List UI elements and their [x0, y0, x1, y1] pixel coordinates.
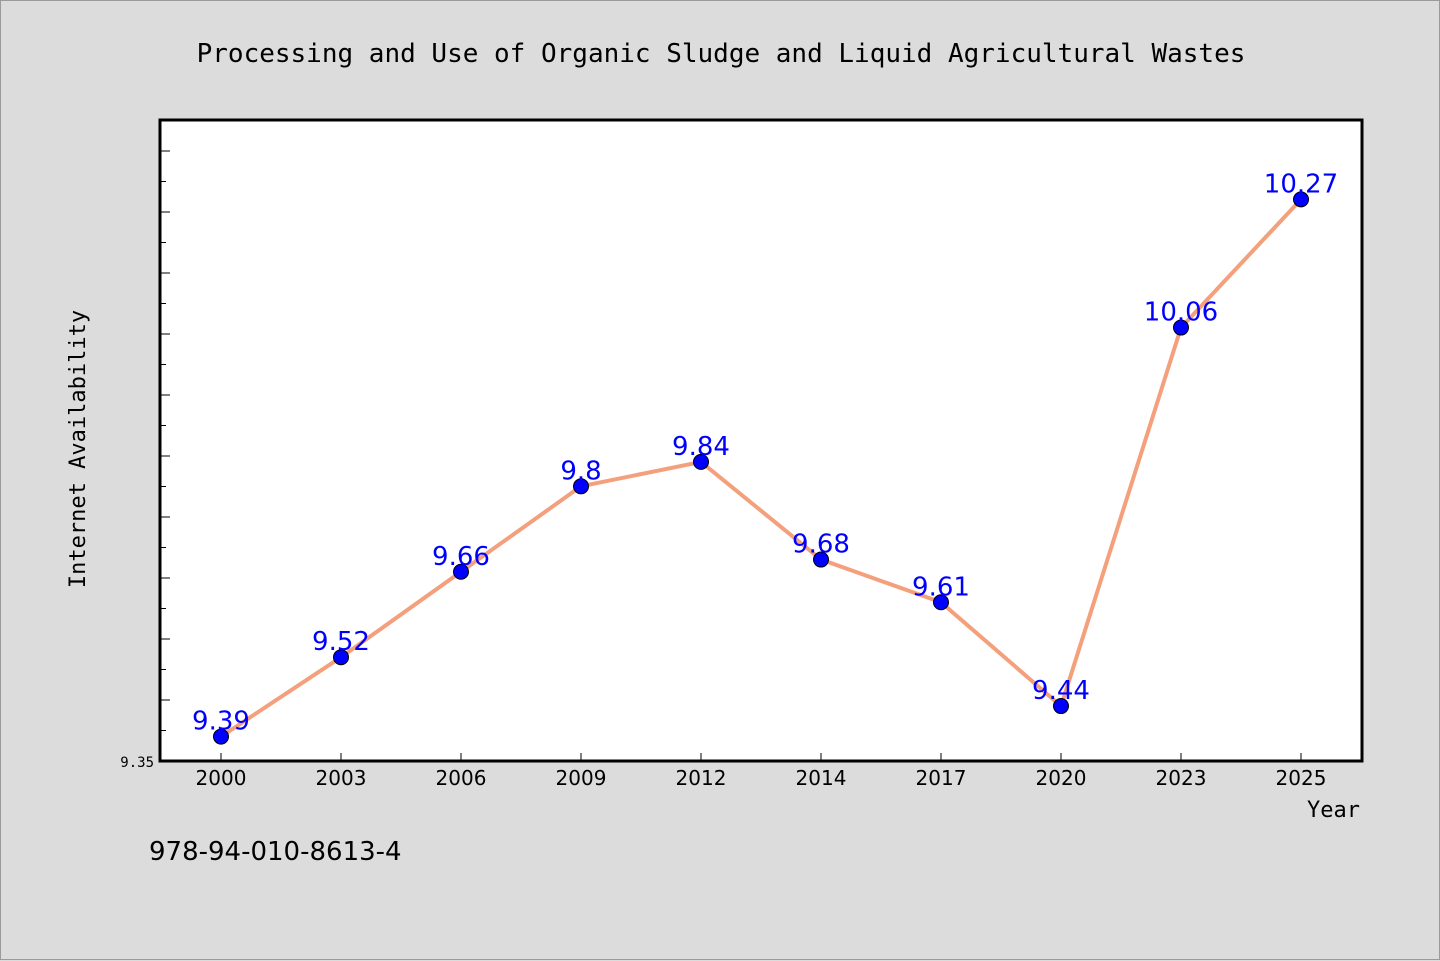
x-tick-label: 2020	[1036, 766, 1087, 790]
x-tick-label: 2023	[1156, 766, 1207, 790]
y-axis-ticks	[160, 120, 170, 762]
y-tick-label: 9.35	[120, 755, 154, 771]
x-tick-label: 2009	[556, 766, 607, 790]
series-line	[219, 198, 1303, 739]
data-point	[573, 478, 589, 495]
x-axis-ticks	[220, 753, 1302, 761]
x-tick-label: 2000	[196, 766, 247, 790]
x-tick-label: 2025	[1276, 766, 1327, 790]
isbn-text: 978-94-010-8613-4	[149, 837, 402, 867]
x-axis-label: Year	[1307, 798, 1360, 823]
x-tick-label: 2003	[316, 766, 367, 790]
data-label: 9.66	[432, 542, 490, 572]
data-label: 9.39	[192, 707, 250, 737]
data-point	[1293, 191, 1309, 208]
x-axis-tick-labels: 2000 2003 2006 2009 2012 2014 2017 2020 2023 2025	[196, 766, 1327, 790]
chart-title: Processing and Use of Organic Sludge and…	[197, 39, 1246, 69]
plot-area	[158, 118, 1364, 763]
x-tick-label: 2017	[916, 766, 967, 790]
data-label: 9.8	[560, 456, 601, 486]
x-tick-label: 2014	[796, 766, 847, 790]
data-point	[1053, 698, 1069, 715]
data-label: 9.84	[672, 432, 730, 462]
data-label: 10.27	[1264, 169, 1338, 199]
data-point	[333, 649, 349, 666]
data-label: 9.52	[312, 627, 370, 657]
data-point	[813, 551, 829, 568]
x-tick-label: 2006	[436, 766, 487, 790]
y-axis-label: Internet Availability	[66, 310, 91, 588]
data-point	[933, 594, 949, 611]
data-label: 10.06	[1144, 298, 1218, 328]
data-point	[453, 563, 469, 580]
data-labels: 9.39 9.52 9.66 9.8 9.84 9.68 9.61 9.44 10.06 10.2…	[192, 169, 1338, 736]
data-point	[693, 453, 709, 470]
x-tick-label: 2012	[676, 766, 727, 790]
data-markers	[213, 191, 1309, 745]
data-label: 9.61	[912, 572, 970, 602]
data-label: 9.68	[792, 530, 850, 560]
data-label: 9.44	[1032, 676, 1090, 706]
data-point	[213, 728, 229, 745]
data-point	[1173, 319, 1189, 336]
